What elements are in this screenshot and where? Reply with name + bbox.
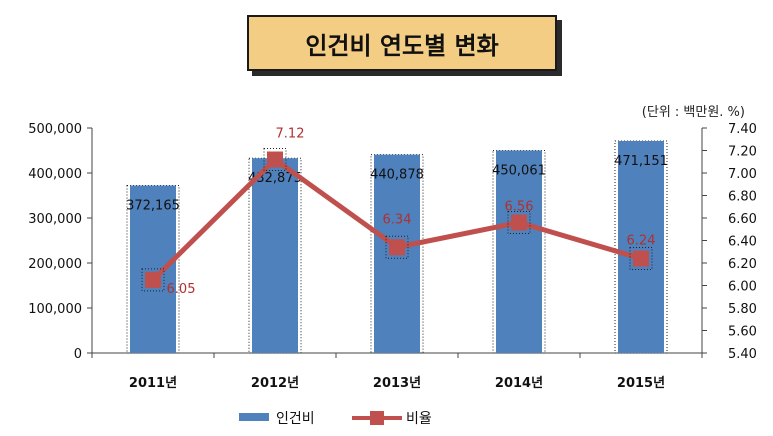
- marker-dotted-outline: [141, 268, 165, 292]
- x-tick-label: 2013년: [373, 376, 421, 391]
- right-tick-label: 5.60: [728, 325, 757, 340]
- bar-dotted-outline: [248, 157, 302, 354]
- left-tick-label: 300,000: [28, 212, 82, 227]
- ratio-value-label: 6.24: [627, 234, 656, 249]
- x-tick-label: 2011년: [129, 376, 177, 391]
- marker-dotted-outline: [385, 235, 409, 259]
- left-tick-label: 0: [74, 347, 82, 362]
- ratio-point: [267, 151, 283, 168]
- legend-label-bar: 인건비: [276, 411, 315, 427]
- right-tick-label: 6.80: [728, 190, 757, 205]
- ratio-value-label: 6.34: [383, 212, 412, 227]
- ratio-point: [145, 271, 161, 288]
- legend-swatch-bar: [239, 413, 269, 421]
- left-tick-label: 400,000: [28, 167, 82, 182]
- right-tick-label: 5.40: [728, 347, 757, 362]
- legend-swatch-marker: [370, 411, 384, 425]
- ratio-value-label: 7.12: [276, 127, 305, 142]
- right-tick-label: 6.00: [728, 280, 757, 295]
- right-tick-label: 7.40: [728, 122, 757, 137]
- bar: [252, 158, 298, 353]
- x-tick-label: 2015년: [617, 376, 665, 391]
- right-tick-label: 6.20: [728, 257, 757, 272]
- marker-dotted-outline: [507, 211, 531, 234]
- bar-dotted-outline: [492, 149, 546, 354]
- right-tick-label: 6.40: [728, 235, 757, 250]
- bar: [130, 185, 176, 353]
- left-tick-label: 200,000: [28, 257, 82, 272]
- chart-title: 인건비 연도별 변화: [247, 15, 557, 71]
- bar-value-label: 471,151: [614, 154, 668, 169]
- legend-label-line: 비율: [406, 411, 432, 427]
- ratio-point: [633, 250, 649, 267]
- bar: [618, 140, 664, 353]
- ratio-point: [511, 214, 527, 231]
- x-tick-label: 2012년: [251, 376, 299, 391]
- right-tick-label: 7.00: [728, 167, 757, 182]
- right-tick-label: 6.60: [728, 212, 757, 227]
- marker-dotted-outline: [263, 148, 287, 171]
- bar-value-label: 372,165: [126, 199, 180, 214]
- bar-value-label: 440,878: [370, 168, 424, 183]
- unit-note: (단위 : 백만원. %): [641, 105, 745, 120]
- ratio-value-label: 6.56: [505, 200, 534, 215]
- bar-value-label: 450,061: [492, 163, 546, 178]
- right-tick-label: 5.80: [728, 302, 757, 317]
- ratio-value-label: 6.05: [167, 282, 196, 297]
- marker-dotted-outline: [629, 247, 653, 270]
- bar: [496, 150, 542, 353]
- left-tick-label: 100,000: [28, 302, 82, 317]
- ratio-point: [389, 239, 405, 256]
- bar-dotted-outline: [126, 185, 180, 354]
- x-tick-label: 2014년: [495, 376, 543, 391]
- left-tick-label: 500,000: [28, 122, 82, 137]
- right-tick-label: 7.20: [728, 145, 757, 160]
